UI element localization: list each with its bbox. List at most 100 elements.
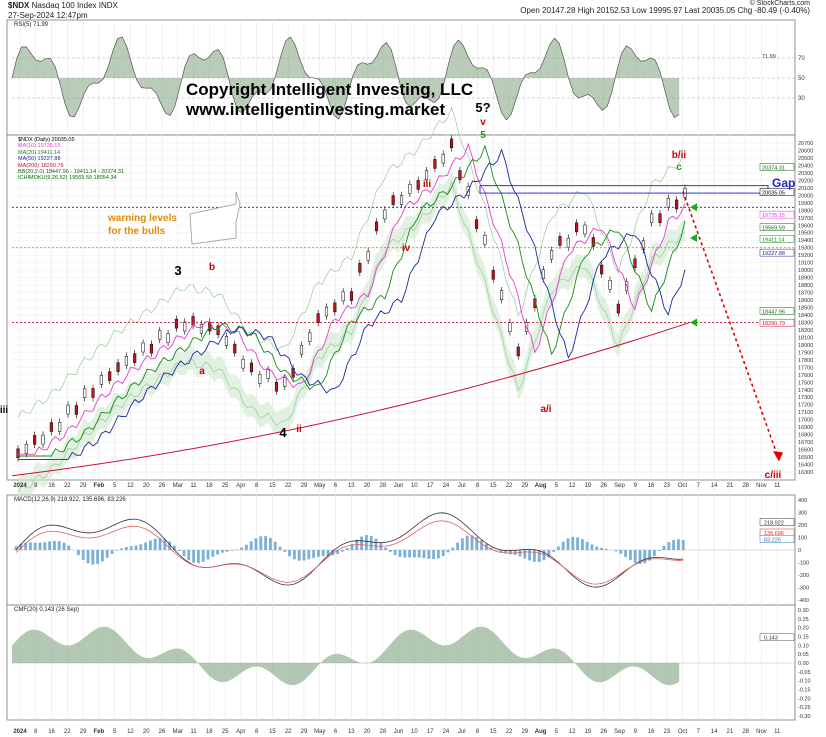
macd-bar — [585, 541, 589, 550]
y-tick-label: 19700 — [798, 216, 813, 222]
high-value: 20152.53 — [596, 6, 630, 15]
x-tick-label: 12 — [127, 729, 134, 735]
y-tick-label: 19300 — [798, 246, 813, 252]
macd-bar — [168, 541, 171, 550]
x-tick-label: 21 — [727, 729, 734, 735]
rsi-tick: 50 — [798, 76, 805, 82]
macd-bar — [57, 541, 61, 550]
x-tick-label: 16 — [648, 729, 655, 735]
x-tick-label: 23 — [663, 729, 670, 735]
x-tick-label: Feb — [94, 483, 105, 489]
candle-body — [483, 234, 487, 245]
x-tick-label: 8 — [255, 729, 259, 735]
candle-body — [424, 170, 429, 180]
x-tick-label: 19 — [585, 483, 592, 489]
candle-body — [58, 422, 62, 432]
x-tick-label: 26 — [159, 729, 166, 735]
macd-bar — [53, 540, 56, 550]
right-value-box — [759, 248, 795, 257]
macd-bar — [101, 550, 104, 562]
y-tick-label: 17000 — [798, 418, 813, 424]
macd-bar — [192, 550, 195, 563]
x-tick-label: 20 — [143, 729, 150, 735]
macd-bar — [187, 550, 191, 561]
right-value-box — [759, 223, 795, 231]
macd-bar — [62, 542, 66, 550]
x-tick-label: 7 — [697, 729, 701, 735]
candle-body — [500, 290, 504, 300]
macd-tick: 200 — [798, 523, 807, 529]
candle-body — [416, 180, 420, 190]
macd-bar — [480, 540, 483, 550]
y-tick-label: 18800 — [798, 283, 813, 289]
y-tick-label: 19600 — [798, 223, 813, 229]
macd-bar — [561, 541, 565, 550]
macd-bar — [456, 542, 459, 550]
macd-bar — [571, 536, 575, 550]
cmf-tick: -0.25 — [798, 705, 811, 711]
x-tick-label: Sep — [614, 729, 625, 735]
x-tick-label: 18 — [206, 483, 213, 489]
x-tick-label: 15 — [490, 483, 497, 489]
x-tick-label: 20 — [143, 483, 150, 489]
candle-body — [633, 258, 637, 269]
x-tick-label: 17 — [427, 729, 434, 735]
x-tick-label: 29 — [301, 729, 308, 735]
x-tick-label: 16 — [48, 729, 55, 735]
macd-bar — [278, 546, 282, 550]
cmf-value-box — [759, 633, 795, 641]
macd-bar — [249, 541, 253, 550]
warning-line-1: warning levels — [108, 213, 177, 224]
macd-bar — [115, 550, 119, 551]
macd-bar — [369, 535, 373, 550]
x-tick-label: 29 — [521, 483, 528, 489]
cmf-tick: 0.15 — [798, 635, 809, 641]
cmf-tick: 0.20 — [798, 626, 809, 632]
x-tick-label: 5 — [555, 483, 559, 489]
macd-bar — [153, 538, 157, 550]
x-tick-label: 15 — [490, 729, 497, 735]
candle-body — [408, 184, 412, 194]
candle-body — [166, 333, 170, 343]
x-tick-label: 5 — [113, 729, 117, 735]
macd-bar — [518, 550, 522, 557]
candle-body — [508, 322, 512, 332]
wave-label: c — [676, 162, 682, 173]
candle-body — [91, 388, 95, 398]
macd-bar — [451, 547, 455, 550]
gap-label: Gap — [772, 176, 796, 190]
x-tick-label: Apr — [236, 729, 245, 735]
x-tick-label: 2024 — [13, 483, 27, 489]
macd-bar — [653, 550, 656, 557]
right-value-box — [759, 235, 795, 243]
macd-bar — [624, 550, 627, 557]
candle-body — [108, 371, 112, 381]
cmf-tick: -0.15 — [798, 688, 811, 694]
candle-body — [366, 251, 370, 261]
macd-bar — [350, 543, 354, 550]
macd-bar — [240, 547, 243, 550]
candle-body — [283, 377, 287, 387]
macd-bar — [38, 542, 42, 550]
macd-tick: -100 — [798, 561, 809, 567]
macd-bar — [614, 550, 618, 552]
x-tick-label: May — [314, 729, 325, 735]
candle-body — [324, 306, 329, 317]
cmf-tick: -0.05 — [798, 670, 811, 676]
x-tick-label: 2024 — [13, 729, 27, 735]
x-tick-label: 22 — [506, 483, 513, 489]
macd-bar — [182, 550, 186, 557]
cmf-tick: 0.00 — [798, 661, 809, 667]
candle-body — [249, 362, 253, 373]
ma200-line — [11, 321, 691, 477]
open-label: Open — [520, 6, 540, 15]
callout — [189, 191, 241, 245]
legend-entry: ICHIMOKU(9,26,52) 19569.59 18054.34 — [18, 175, 117, 182]
x-tick-label: 15 — [269, 729, 276, 735]
macd-bar — [235, 549, 239, 550]
candle-body — [174, 318, 178, 329]
macd-bar — [144, 542, 147, 550]
x-tick-label: 22 — [285, 729, 292, 735]
y-tick-label: 18600 — [798, 298, 813, 304]
candle-body — [266, 369, 270, 379]
